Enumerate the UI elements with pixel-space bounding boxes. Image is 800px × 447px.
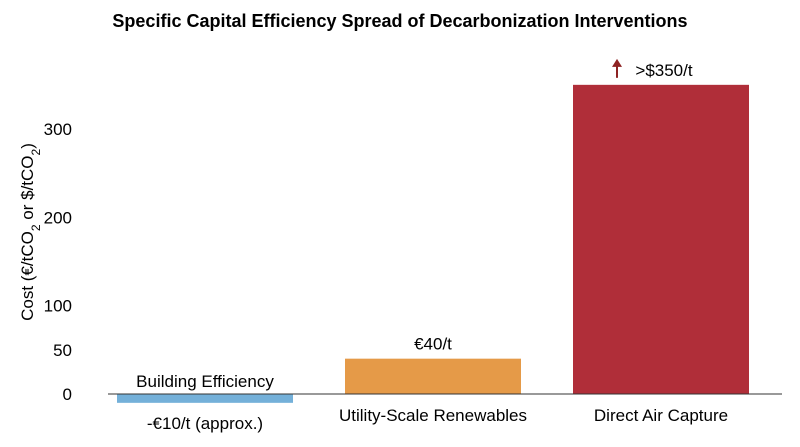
y-tick-label: 50: [53, 341, 72, 360]
category-label: Building Efficiency: [136, 372, 274, 391]
y-axis-label-suffix: ): [18, 143, 37, 149]
y-axis-label-subscript-1: 2: [29, 224, 43, 231]
category-label: Direct Air Capture: [594, 406, 728, 425]
chart-title: Specific Capital Efficiency Spread of De…: [112, 11, 687, 31]
y-tick-label: 100: [44, 297, 72, 316]
y-axis-ticks: 0 50 100 200 300: [44, 120, 72, 404]
bar-1: [117, 394, 293, 403]
y-axis-label-prefix: Cost (€/tCO: [18, 231, 37, 321]
bar-3: [573, 84, 749, 394]
category-labels: Building Efficiency Utility-Scale Renewab…: [136, 372, 728, 425]
bar-2: [345, 358, 521, 394]
y-tick-label: 0: [63, 385, 72, 404]
y-tick-label: 300: [44, 120, 72, 139]
y-axis-label-middle: or $/tCO: [18, 155, 37, 224]
data-labels: -€10/t (approx.) €40/t >$350/t: [147, 58, 693, 433]
data-label: -€10/t (approx.): [147, 414, 263, 433]
y-axis-label-subscript-2: 2: [29, 148, 43, 155]
data-label: >$350/t: [635, 61, 692, 80]
category-label: Utility-Scale Renewables: [339, 406, 527, 425]
y-axis-label: Cost (€/tCO2 or $/tCO2): [18, 143, 43, 321]
data-label: €40/t: [414, 335, 452, 354]
off-scale-arrow-icon: [612, 58, 622, 67]
bars: [117, 84, 749, 403]
y-tick-label: 200: [44, 208, 72, 227]
